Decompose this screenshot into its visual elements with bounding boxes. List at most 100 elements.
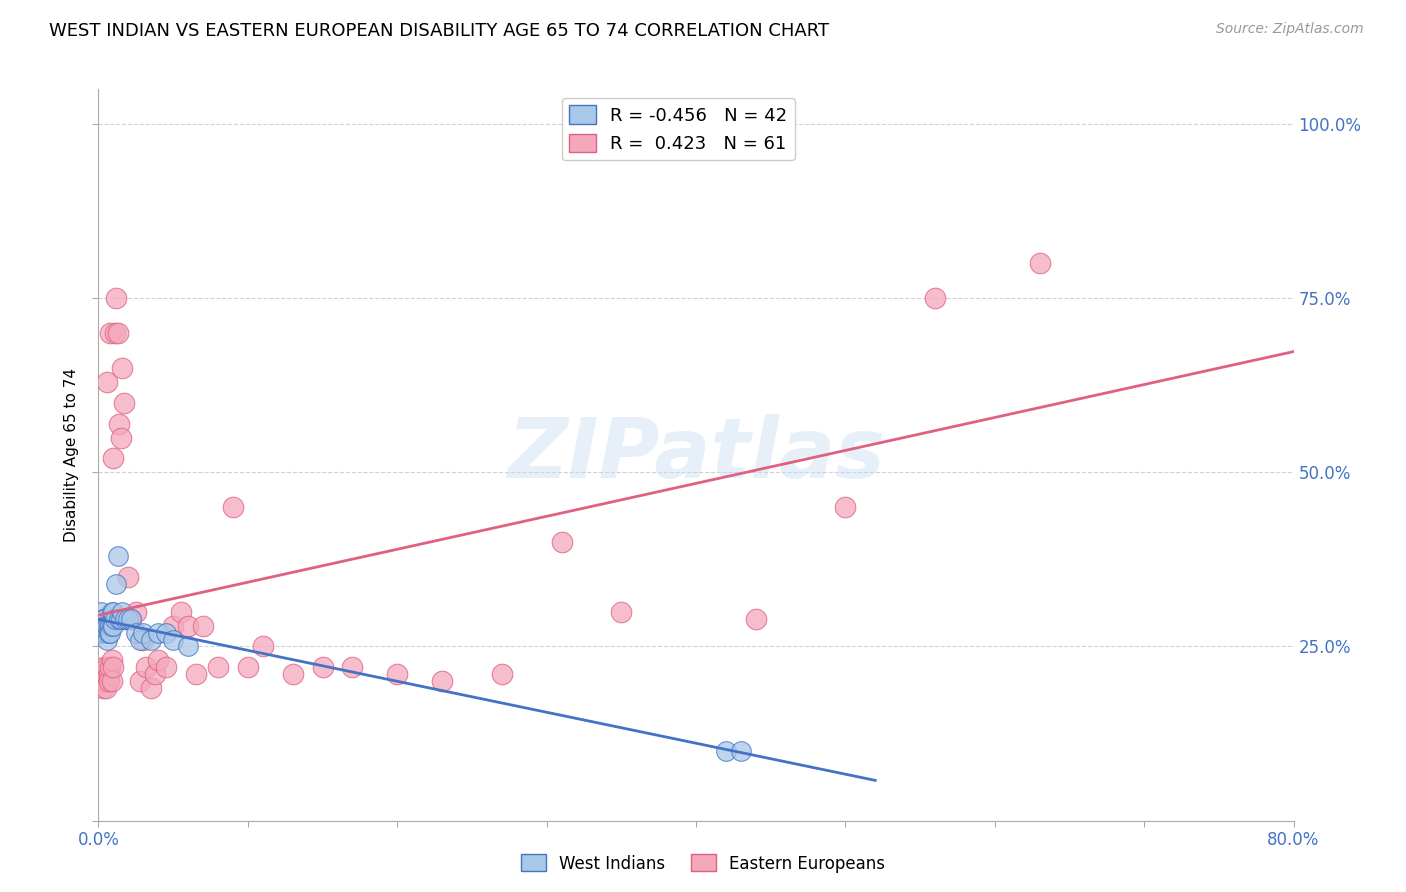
- Point: [120, 612, 142, 626]
- Text: ZIPatlas: ZIPatlas: [508, 415, 884, 495]
- Point: [550, 535, 572, 549]
- Point: [924, 291, 946, 305]
- Y-axis label: Disability Age 65 to 74: Disability Age 65 to 74: [65, 368, 79, 542]
- Point: [342, 660, 364, 674]
- Text: WEST INDIAN VS EASTERN EUROPEAN DISABILITY AGE 65 TO 74 CORRELATION CHART: WEST INDIAN VS EASTERN EUROPEAN DISABILI…: [49, 22, 830, 40]
- Point: [669, 117, 692, 131]
- Point: [714, 744, 737, 758]
- Point: [93, 625, 115, 640]
- Point: [93, 660, 115, 674]
- Point: [120, 612, 142, 626]
- Point: [101, 674, 124, 689]
- Point: [91, 618, 114, 632]
- Text: Source: ZipAtlas.com: Source: ZipAtlas.com: [1216, 22, 1364, 37]
- Point: [94, 625, 117, 640]
- Point: [112, 395, 135, 409]
- Point: [139, 632, 162, 647]
- Point: [98, 618, 122, 632]
- Point: [97, 667, 120, 681]
- Point: [91, 667, 114, 681]
- Point: [96, 625, 118, 640]
- Point: [101, 618, 124, 632]
- Point: [184, 667, 207, 681]
- Point: [110, 430, 132, 444]
- Point: [132, 625, 155, 640]
- Point: [114, 612, 136, 626]
- Point: [125, 605, 148, 619]
- Point: [129, 674, 152, 689]
- Point: [236, 660, 259, 674]
- Point: [129, 632, 152, 647]
- Point: [730, 744, 752, 758]
- Point: [96, 632, 118, 647]
- Point: [90, 667, 112, 681]
- Point: [101, 605, 124, 619]
- Point: [834, 500, 856, 515]
- Point: [98, 326, 122, 340]
- Point: [491, 667, 513, 681]
- Point: [143, 667, 166, 681]
- Point: [97, 674, 120, 689]
- Point: [107, 326, 129, 340]
- Point: [89, 667, 111, 681]
- Point: [105, 576, 128, 591]
- Point: [148, 653, 170, 667]
- Point: [103, 605, 125, 619]
- Point: [96, 375, 118, 389]
- Point: [177, 618, 200, 632]
- Point: [222, 500, 245, 515]
- Point: [96, 618, 118, 632]
- Point: [117, 570, 139, 584]
- Point: [114, 612, 136, 626]
- Point: [103, 618, 125, 632]
- Point: [96, 660, 118, 674]
- Point: [94, 618, 117, 632]
- Point: [104, 612, 127, 626]
- Point: [162, 618, 184, 632]
- Legend: West Indians, Eastern Europeans: West Indians, Eastern Europeans: [515, 847, 891, 880]
- Point: [90, 605, 112, 619]
- Point: [148, 625, 170, 640]
- Point: [103, 660, 125, 674]
- Point: [155, 660, 177, 674]
- Point: [93, 618, 115, 632]
- Point: [117, 612, 139, 626]
- Point: [155, 625, 177, 640]
- Point: [94, 674, 117, 689]
- Point: [91, 681, 114, 696]
- Point: [135, 660, 157, 674]
- Point: [139, 681, 162, 696]
- Point: [111, 605, 134, 619]
- Point: [94, 618, 117, 632]
- Point: [89, 618, 111, 632]
- Point: [162, 632, 184, 647]
- Point: [108, 417, 131, 431]
- Point: [90, 625, 112, 640]
- Point: [91, 625, 114, 640]
- Point: [745, 612, 768, 626]
- Point: [111, 360, 134, 375]
- Point: [104, 326, 127, 340]
- Point: [98, 625, 122, 640]
- Point: [90, 674, 112, 689]
- Point: [101, 653, 124, 667]
- Point: [132, 632, 155, 647]
- Point: [105, 291, 128, 305]
- Point: [94, 667, 117, 681]
- Point: [610, 605, 633, 619]
- Point: [1028, 256, 1050, 270]
- Point: [98, 660, 122, 674]
- Point: [252, 640, 274, 654]
- Point: [177, 640, 200, 654]
- Legend: R = -0.456   N = 42, R =  0.423   N = 61: R = -0.456 N = 42, R = 0.423 N = 61: [561, 98, 794, 161]
- Point: [89, 674, 111, 689]
- Point: [97, 625, 120, 640]
- Point: [207, 660, 229, 674]
- Point: [93, 612, 115, 626]
- Point: [97, 618, 120, 632]
- Point: [93, 674, 115, 689]
- Point: [311, 660, 333, 674]
- Point: [281, 667, 304, 681]
- Point: [125, 625, 148, 640]
- Point: [103, 451, 125, 466]
